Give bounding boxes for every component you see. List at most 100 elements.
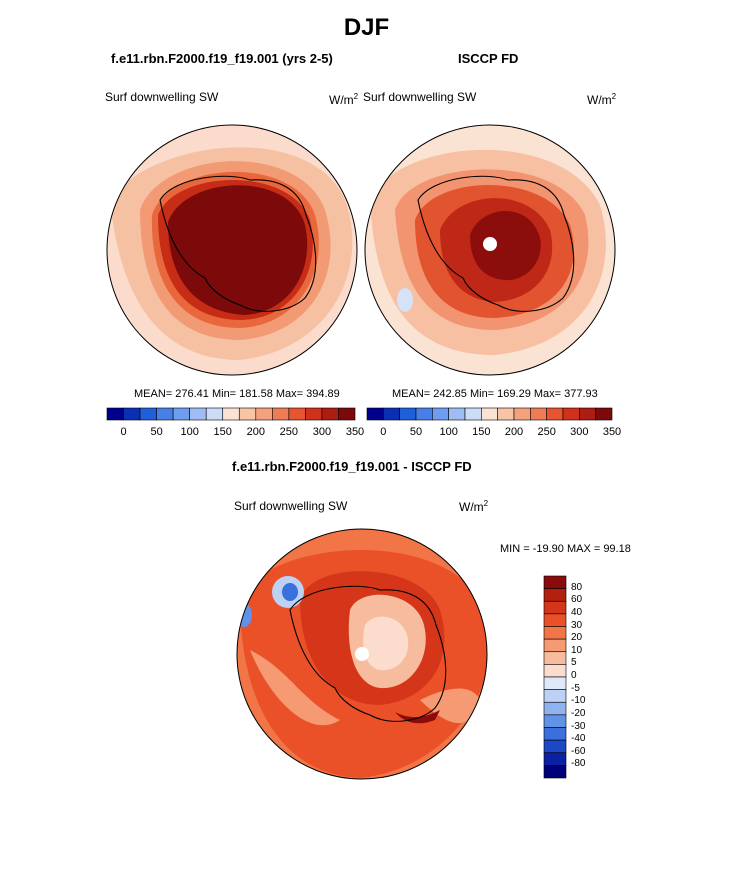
colorbar-swatch (288, 407, 306, 421)
colorbar-swatch (366, 407, 384, 421)
map2-border (364, 124, 616, 376)
panel1-units: W/m2 (329, 92, 359, 107)
panel2-units: W/m2 (587, 92, 617, 107)
colorbar-swatch (543, 714, 567, 728)
colorbar-tick-label: 150 (213, 426, 232, 438)
colorbar-swatch (432, 407, 449, 421)
colorbar-tick-label: 0 (120, 426, 127, 438)
colorbar-swatch (543, 638, 567, 653)
colorbar-panel3 (543, 575, 567, 779)
colorbar-swatch (189, 407, 207, 421)
colorbar-tick-label: 0 (380, 426, 387, 438)
panel3-variable-label: Surf downwelling SW (234, 499, 348, 513)
colorbar-level-label: 0 (571, 670, 577, 681)
colorbar-swatch (123, 407, 141, 421)
colorbar-tick-label: 50 (409, 426, 423, 438)
colorbar-level-label: 30 (571, 619, 583, 631)
colorbar-tick-label: 350 (345, 426, 365, 438)
map3-pole-gap (355, 647, 369, 661)
colorbar-tick-label: 100 (439, 426, 458, 438)
colorbar-swatch (513, 407, 531, 421)
colorbar-level-label: 5 (571, 657, 577, 669)
colorbar-level-label: -5 (571, 682, 580, 694)
colorbar-swatch (255, 407, 273, 421)
map3-coastline (289, 585, 447, 722)
colorbar-swatch (448, 407, 466, 421)
panel3-units: W/m2 (459, 499, 489, 514)
colorbar-swatch (338, 407, 356, 421)
colorbar-level-label: -20 (571, 707, 586, 719)
colorbar-swatch (106, 407, 124, 421)
colorbar-tick-label: 250 (537, 426, 556, 438)
panel3-stats: MIN = -19.90 MAX = 99.18 (500, 543, 631, 555)
map-panel2 (365, 125, 615, 375)
colorbar-swatch (543, 575, 567, 589)
colorbar-swatch (415, 407, 433, 421)
colorbar-swatch (321, 407, 339, 421)
colorbar-level-label: 40 (571, 606, 583, 618)
colorbar-swatch (530, 407, 547, 421)
colorbar-swatch (579, 407, 596, 421)
colorbar-swatch (305, 407, 323, 421)
colorbar-tick-label: 300 (570, 426, 589, 438)
colorbar-swatch (156, 407, 174, 421)
colorbar-swatch (543, 588, 567, 602)
colorbar-level-label: -10 (571, 695, 586, 707)
colorbar-swatch (272, 407, 290, 421)
colorbar-swatch (543, 727, 567, 741)
colorbar-panel2 (366, 407, 613, 421)
colorbar-swatch (543, 689, 567, 703)
colorbar-swatch (543, 752, 567, 766)
colorbar-swatch (464, 407, 482, 421)
colorbar-swatch (205, 407, 224, 421)
colorbar-swatch (543, 600, 567, 615)
colorbar-level-label: -80 (571, 758, 586, 770)
panel2-case-title: ISCCP FD (458, 51, 519, 66)
colorbar-level-label: 80 (571, 581, 583, 593)
map-panel3 (237, 529, 487, 779)
map2-coastline (417, 175, 575, 312)
map1-antarctica-high (168, 185, 308, 315)
panel1-stats: MEAN= 276.41 Min= 181.58 Max= 394.89 (134, 388, 340, 400)
panel3-case-title: f.e11.rbn.F2000.f19_f19.001 - ISCCP FD (232, 459, 472, 474)
colorbar-tick-label: 200 (246, 426, 265, 438)
colorbar-level-label: -40 (571, 733, 586, 745)
page-title: DJF (343, 14, 390, 41)
panel1-variable-label: Surf downwelling SW (105, 90, 219, 104)
colorbar-tick-label: 150 (472, 426, 491, 438)
colorbar-swatch (543, 701, 567, 716)
colorbar-swatch (543, 676, 567, 690)
map1-coastline (159, 175, 317, 312)
colorbar-level-label: 20 (571, 632, 583, 644)
panel2-stats: MEAN= 242.85 Min= 169.29 Max= 377.93 (392, 388, 598, 400)
map-panel1 (107, 125, 357, 375)
colorbar-tick-label: 200 (504, 426, 524, 438)
colorbar-swatch (481, 407, 498, 421)
map2-pole-gap (483, 237, 497, 251)
colorbar-swatch (543, 664, 567, 678)
colorbar-panel1 (106, 407, 356, 421)
map3-border (236, 528, 488, 780)
colorbar-tick-label: 250 (279, 426, 299, 438)
map1-border (106, 124, 358, 376)
colorbar-swatch (399, 407, 417, 421)
panel1-case-title: f.e11.rbn.F2000.f19_f19.001 (yrs 2-5) (111, 51, 333, 66)
colorbar-tick-label: 100 (180, 426, 199, 438)
colorbar-tick-label: 350 (602, 426, 622, 438)
colorbar-swatch (543, 626, 567, 640)
colorbar-swatch (546, 407, 564, 421)
colorbar-swatch (543, 739, 567, 754)
colorbar-swatch (139, 407, 157, 421)
colorbar-swatch (562, 407, 580, 421)
colorbar-swatch (543, 613, 567, 627)
colorbar-level-label: 10 (571, 644, 583, 656)
colorbar-swatch (172, 407, 190, 421)
colorbar-swatch (497, 407, 515, 421)
colorbar-level-label: 60 (571, 594, 583, 606)
colorbar-level-label: -30 (571, 720, 586, 732)
colorbar-level-label: -60 (571, 745, 586, 757)
colorbar-swatch (595, 407, 613, 421)
colorbar-swatch (543, 765, 567, 779)
colorbar-swatch (383, 407, 400, 421)
